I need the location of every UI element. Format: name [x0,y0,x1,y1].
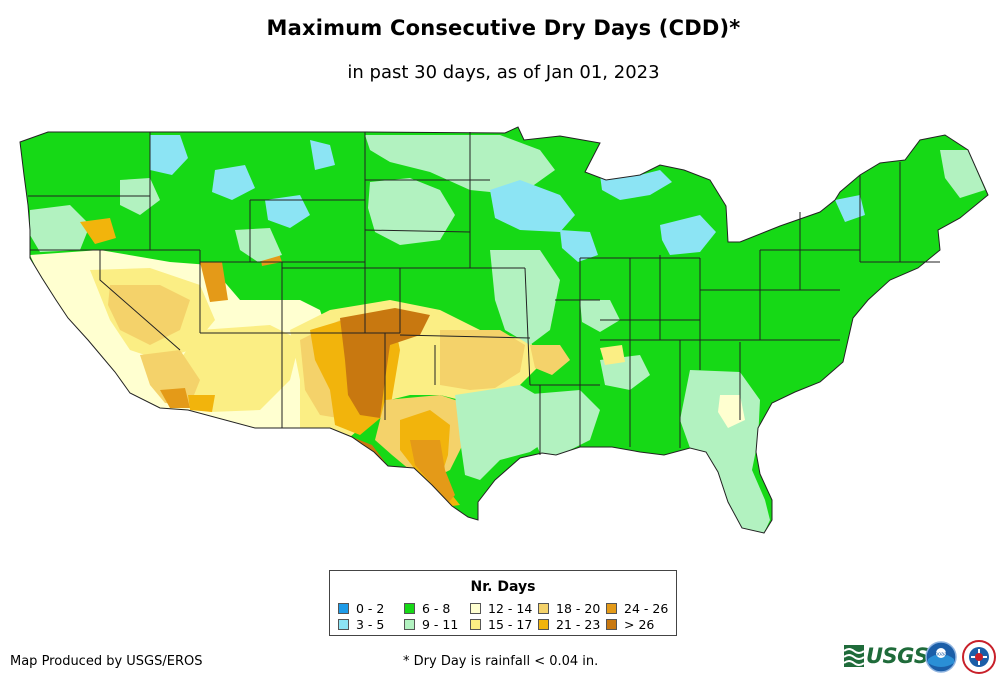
noaa-logo-icon: noaa [925,641,957,673]
legend-item: 9 - 11 [404,618,458,632]
legend-swatch [338,619,349,630]
legend-item: 12 - 14 [470,602,532,616]
legend-swatch [470,603,481,614]
legend-swatch [538,603,549,614]
legend-item: 21 - 23 [538,618,600,632]
us-cdd-map [19,126,989,534]
legend-item: 0 - 2 [338,602,384,616]
legend-item: 24 - 26 [606,602,668,616]
legend-item: 18 - 20 [538,602,600,616]
legend-swatch [338,603,349,614]
state-borders [19,126,989,534]
legend-item: 15 - 17 [470,618,532,632]
usgs-wordmark: USGS [866,644,929,668]
legend-item: 6 - 8 [404,602,450,616]
map-title: Maximum Consecutive Dry Days (CDD)* [266,16,741,40]
usgs-logo: USGS [844,641,929,671]
nws-logo-icon [962,640,996,674]
legend-title: Nr. Days [470,579,536,595]
map-subtitle: in past 30 days, as of Jan 01, 2023 [347,62,660,83]
legend-item: > 26 [606,618,654,632]
legend-swatch [606,619,617,630]
map-credit: Map Produced by USGS/EROS [10,654,203,669]
dry-day-note: * Dry Day is rainfall < 0.04 in. [403,654,599,669]
usgs-wave-icon [844,645,864,667]
legend-swatch [470,619,481,630]
legend-swatch [404,619,415,630]
legend-swatch [538,619,549,630]
legend-swatch [606,603,617,614]
noaa-wordmark: noaa [935,652,947,658]
legend-swatch [404,603,415,614]
legend: Nr. Days 0 - 2 3 - 5 6 - 8 9 - 11 12 - 1… [329,570,677,636]
legend-item: 3 - 5 [338,618,384,632]
